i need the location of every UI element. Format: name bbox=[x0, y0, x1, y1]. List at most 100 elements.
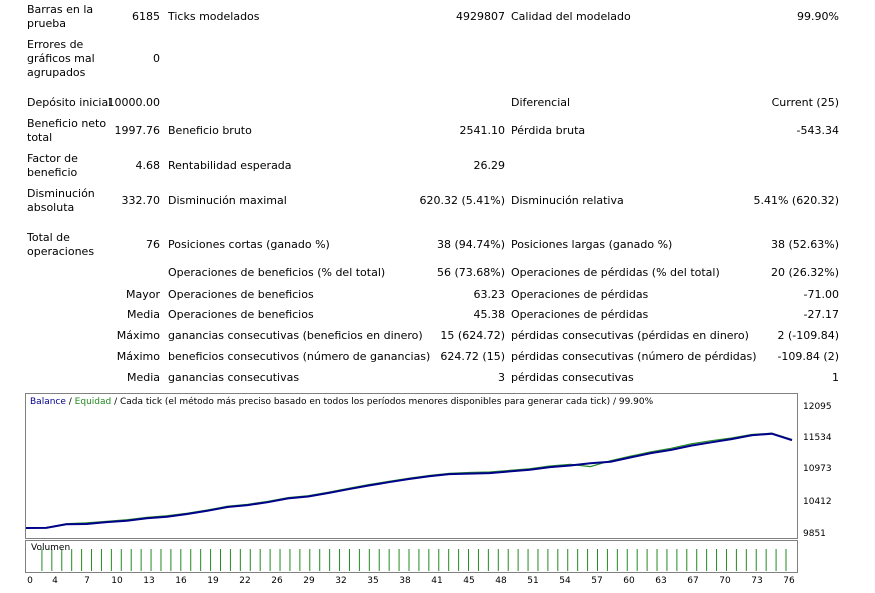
calidad-label: Calidad del modelado bbox=[511, 10, 631, 23]
dism-max-value: 620.32 (5.41%) bbox=[419, 194, 505, 207]
x-tick-label: 73 bbox=[751, 576, 763, 586]
balance-chart: Balance / Equidad / Cada tick (el método… bbox=[25, 393, 798, 539]
barras-label: Barras en la prueba bbox=[27, 3, 94, 30]
ops-benef-pct-value: 56 (73.68%) bbox=[436, 266, 505, 279]
media-perd-value: -27.17 bbox=[803, 308, 839, 321]
maximo1-gan-value: 15 (624.72) bbox=[440, 329, 505, 342]
media2-label: Media bbox=[126, 371, 160, 384]
maximo1-gan-label: ganancias consecutivas (beneficios en di… bbox=[168, 329, 423, 342]
media2-perd-value: 1 bbox=[832, 371, 839, 384]
chart-title: Balance / Equidad / Cada tick (el método… bbox=[30, 396, 653, 408]
dism-abs-label: Disminución absoluta bbox=[27, 187, 95, 214]
y-tick-label: 12095 bbox=[803, 402, 832, 412]
media-label: Media bbox=[126, 308, 160, 321]
maximo2-perd-label: pérdidas consecutivas (número de pérdida… bbox=[511, 350, 757, 363]
maximo2-label: Máximo bbox=[116, 350, 160, 363]
cortas-label: Posiciones cortas (ganado %) bbox=[168, 238, 330, 251]
maximo1-label: Máximo bbox=[116, 329, 160, 342]
x-tick-label: 29 bbox=[303, 576, 315, 586]
x-tick-label: 19 bbox=[207, 576, 219, 586]
x-tick-label: 13 bbox=[143, 576, 155, 586]
maximo1-perd-label: pérdidas consecutivas (pérdidas en diner… bbox=[511, 329, 749, 342]
equidad-series-line bbox=[26, 432, 793, 529]
beneficio-bruto-value: 2541.10 bbox=[459, 124, 506, 137]
largas-label: Posiciones largas (ganado %) bbox=[511, 238, 673, 251]
factor-label: Factor de beneficio bbox=[27, 152, 78, 179]
deposito-label: Depósito inicial bbox=[27, 96, 112, 109]
errores-label: Errores de gráficos mal agrupados bbox=[27, 38, 95, 79]
chart-title-balance: Balance bbox=[30, 397, 66, 407]
total-ops-label: Total de operaciones bbox=[27, 231, 95, 258]
mayor-perd-label: Operaciones de pérdidas bbox=[511, 288, 649, 301]
maximo2-perd-value: -109.84 (2) bbox=[777, 350, 839, 363]
ops-perd-pct-value: 20 (26.32%) bbox=[770, 266, 839, 279]
media2-perd-label: pérdidas consecutivas bbox=[511, 371, 634, 384]
dism-rel-label: Disminución relativa bbox=[511, 194, 624, 207]
x-tick-label: 32 bbox=[335, 576, 347, 586]
ops-benef-pct-label: Operaciones de beneficios (% del total) bbox=[168, 266, 386, 279]
beneficio-neto-label: Beneficio neto total bbox=[27, 117, 107, 144]
x-tick-label: 38 bbox=[399, 576, 411, 586]
maximo1-perd-value: 2 (-109.84) bbox=[777, 329, 839, 342]
rentabilidad-value: 26.29 bbox=[473, 159, 506, 172]
balance-series-line bbox=[26, 432, 793, 529]
x-tick-label: 22 bbox=[239, 576, 251, 586]
ops-perd-pct-label: Operaciones de pérdidas (% del total) bbox=[511, 266, 720, 279]
x-tick-label: 51 bbox=[527, 576, 539, 586]
x-tick-label: 67 bbox=[687, 576, 699, 586]
x-tick-label: 10 bbox=[111, 576, 123, 586]
x-tick-label: 41 bbox=[431, 576, 443, 586]
x-tick-label: 48 bbox=[495, 576, 507, 586]
chart-title-equidad: Equidad bbox=[74, 397, 112, 407]
x-tick-label: 54 bbox=[559, 576, 571, 586]
deposito-value: 10000.00 bbox=[107, 96, 161, 109]
media-benef-label: Operaciones de beneficios bbox=[168, 308, 314, 321]
beneficio-neto-value: 1997.76 bbox=[114, 124, 161, 137]
maximo2-gan-value: 624.72 (15) bbox=[440, 350, 505, 363]
media2-gan-value: 3 bbox=[498, 371, 505, 384]
barras-value: 6185 bbox=[132, 10, 160, 23]
volume-chart-plot bbox=[41, 549, 787, 571]
dism-abs-value: 332.70 bbox=[121, 194, 161, 207]
media2-gan-label: ganancias consecutivas bbox=[168, 371, 300, 384]
cortas-value: 38 (94.74%) bbox=[436, 238, 505, 251]
mayor-label: Mayor bbox=[126, 288, 160, 301]
maximo2-gan-label: beneficios consecutivos (número de ganan… bbox=[168, 350, 431, 363]
dism-rel-value: 5.41% (620.32) bbox=[753, 194, 839, 207]
y-tick-label: 10973 bbox=[803, 464, 832, 474]
media-benef-value: 45.38 bbox=[473, 308, 506, 321]
mayor-benef-label: Operaciones de beneficios bbox=[168, 288, 314, 301]
x-tick-label: 57 bbox=[591, 576, 603, 586]
mayor-perd-value: -71.00 bbox=[803, 288, 839, 301]
x-tick-label: 0 bbox=[27, 576, 33, 586]
errores-value: 0 bbox=[153, 52, 160, 65]
y-tick-label: 9851 bbox=[803, 529, 826, 539]
diferencial-value: Current (25) bbox=[771, 96, 839, 109]
largas-value: 38 (52.63%) bbox=[770, 238, 839, 251]
x-tick-label: 26 bbox=[271, 576, 283, 586]
diferencial-label: Diferencial bbox=[511, 96, 571, 109]
x-tick-label: 63 bbox=[655, 576, 667, 586]
x-tick-label: 45 bbox=[463, 576, 475, 586]
x-tick-label: 35 bbox=[367, 576, 379, 586]
perdida-bruta-label: Pérdida bruta bbox=[511, 124, 586, 137]
ticks-value: 4929807 bbox=[456, 10, 505, 23]
chart-title-rest: / Cada tick (el método más preciso basad… bbox=[111, 397, 654, 407]
x-tick-label: 70 bbox=[719, 576, 731, 586]
factor-value: 4.68 bbox=[135, 159, 161, 172]
chart-title-sep: / bbox=[65, 397, 75, 407]
calidad-value: 99.90% bbox=[797, 10, 839, 23]
rentabilidad-label: Rentabilidad esperada bbox=[168, 159, 292, 172]
y-tick-label: 11534 bbox=[803, 433, 832, 443]
media-perd-label: Operaciones de pérdidas bbox=[511, 308, 649, 321]
x-tick-label: 60 bbox=[623, 576, 635, 586]
x-tick-label: 7 bbox=[84, 576, 90, 586]
perdida-bruta-value: -543.34 bbox=[796, 124, 839, 137]
x-tick-label: 16 bbox=[175, 576, 187, 586]
total-ops-value: 76 bbox=[146, 238, 160, 251]
dism-max-label: Disminución maximal bbox=[168, 194, 287, 207]
x-tick-label: 76 bbox=[783, 576, 795, 586]
balance-chart-plot bbox=[26, 432, 793, 529]
beneficio-bruto-label: Beneficio bruto bbox=[168, 124, 252, 137]
volume-chart: Volumen bbox=[25, 540, 798, 573]
